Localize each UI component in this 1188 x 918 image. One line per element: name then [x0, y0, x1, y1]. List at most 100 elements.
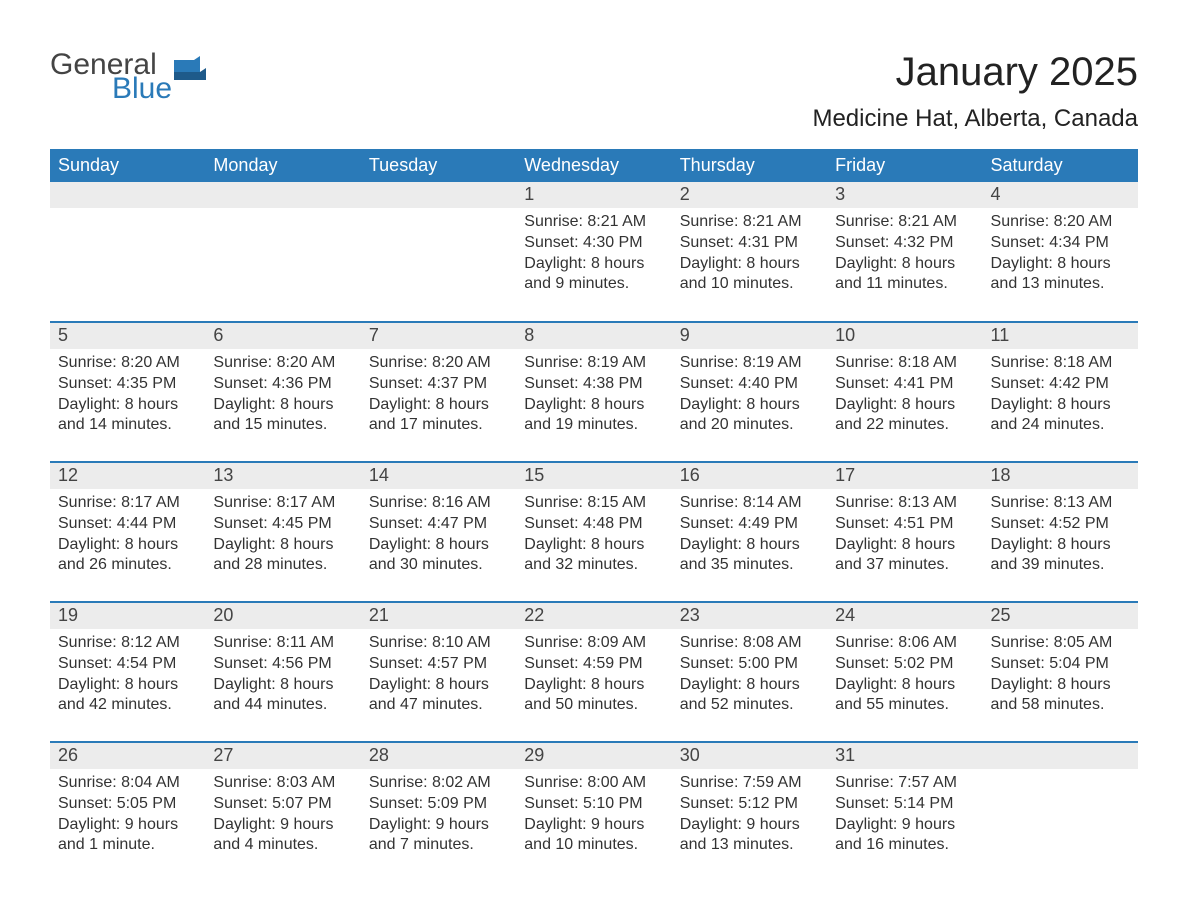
day-number: 21 [361, 603, 516, 629]
day-header: Tuesday [361, 149, 516, 182]
sunset-text: Sunset: 4:36 PM [213, 374, 352, 395]
day-number: 25 [983, 603, 1138, 629]
day-data: Sunrise: 8:02 AMSunset: 5:09 PMDaylight:… [361, 769, 516, 860]
sunset-text: Sunset: 4:34 PM [991, 233, 1130, 254]
daylight-text: Daylight: 9 hours and 16 minutes. [835, 815, 974, 857]
sunrise-text: Sunrise: 8:21 AM [835, 212, 974, 233]
calendar-cell: 31Sunrise: 7:57 AMSunset: 5:14 PMDayligh… [827, 742, 982, 882]
daylight-text: Daylight: 8 hours and 22 minutes. [835, 395, 974, 437]
daylight-text: Daylight: 8 hours and 47 minutes. [369, 675, 508, 717]
day-header: Monday [205, 149, 360, 182]
daylight-text: Daylight: 8 hours and 11 minutes. [835, 254, 974, 296]
sunset-text: Sunset: 4:56 PM [213, 654, 352, 675]
daylight-text: Daylight: 8 hours and 10 minutes. [680, 254, 819, 296]
calendar-cell: 21Sunrise: 8:10 AMSunset: 4:57 PMDayligh… [361, 602, 516, 742]
calendar-cell: 30Sunrise: 7:59 AMSunset: 5:12 PMDayligh… [672, 742, 827, 882]
sunrise-text: Sunrise: 8:17 AM [213, 493, 352, 514]
day-data: Sunrise: 7:57 AMSunset: 5:14 PMDaylight:… [827, 769, 982, 860]
daylight-text: Daylight: 8 hours and 13 minutes. [991, 254, 1130, 296]
daylight-text: Daylight: 8 hours and 19 minutes. [524, 395, 663, 437]
sunrise-text: Sunrise: 8:18 AM [835, 353, 974, 374]
sunrise-text: Sunrise: 8:02 AM [369, 773, 508, 794]
day-number: 28 [361, 743, 516, 769]
day-data: Sunrise: 8:20 AMSunset: 4:34 PMDaylight:… [983, 208, 1138, 299]
sunset-text: Sunset: 4:57 PM [369, 654, 508, 675]
day-number: 20 [205, 603, 360, 629]
calendar-week-row: 26Sunrise: 8:04 AMSunset: 5:05 PMDayligh… [50, 742, 1138, 882]
day-data: Sunrise: 8:11 AMSunset: 4:56 PMDaylight:… [205, 629, 360, 720]
day-number: 18 [983, 463, 1138, 489]
sunrise-text: Sunrise: 8:19 AM [524, 353, 663, 374]
sunrise-text: Sunrise: 8:08 AM [680, 633, 819, 654]
day-number [983, 743, 1138, 769]
day-data: Sunrise: 8:20 AMSunset: 4:36 PMDaylight:… [205, 349, 360, 440]
day-header: Wednesday [516, 149, 671, 182]
sunset-text: Sunset: 4:32 PM [835, 233, 974, 254]
calendar-week-row: 1Sunrise: 8:21 AMSunset: 4:30 PMDaylight… [50, 182, 1138, 322]
daylight-text: Daylight: 8 hours and 42 minutes. [58, 675, 197, 717]
calendar-cell: 28Sunrise: 8:02 AMSunset: 5:09 PMDayligh… [361, 742, 516, 882]
day-data: Sunrise: 8:19 AMSunset: 4:40 PMDaylight:… [672, 349, 827, 440]
day-data: Sunrise: 8:08 AMSunset: 5:00 PMDaylight:… [672, 629, 827, 720]
daylight-text: Daylight: 8 hours and 15 minutes. [213, 395, 352, 437]
day-number: 15 [516, 463, 671, 489]
sunset-text: Sunset: 4:35 PM [58, 374, 197, 395]
day-number: 24 [827, 603, 982, 629]
day-data: Sunrise: 8:13 AMSunset: 4:52 PMDaylight:… [983, 489, 1138, 580]
daylight-text: Daylight: 8 hours and 28 minutes. [213, 535, 352, 577]
sunrise-text: Sunrise: 8:16 AM [369, 493, 508, 514]
calendar-cell: 4Sunrise: 8:20 AMSunset: 4:34 PMDaylight… [983, 182, 1138, 322]
calendar-cell: 15Sunrise: 8:15 AMSunset: 4:48 PMDayligh… [516, 462, 671, 602]
calendar-cell [361, 182, 516, 322]
daylight-text: Daylight: 8 hours and 30 minutes. [369, 535, 508, 577]
calendar-table: SundayMondayTuesdayWednesdayThursdayFrid… [50, 149, 1138, 882]
daylight-text: Daylight: 9 hours and 4 minutes. [213, 815, 352, 857]
sunrise-text: Sunrise: 8:20 AM [369, 353, 508, 374]
day-number: 30 [672, 743, 827, 769]
calendar-cell: 23Sunrise: 8:08 AMSunset: 5:00 PMDayligh… [672, 602, 827, 742]
day-data: Sunrise: 8:21 AMSunset: 4:31 PMDaylight:… [672, 208, 827, 299]
daylight-text: Daylight: 8 hours and 55 minutes. [835, 675, 974, 717]
page-header: General Blue January 2025 Medicine Hat, … [50, 50, 1138, 143]
day-number: 23 [672, 603, 827, 629]
daylight-text: Daylight: 8 hours and 39 minutes. [991, 535, 1130, 577]
sunset-text: Sunset: 5:05 PM [58, 794, 197, 815]
calendar-cell: 19Sunrise: 8:12 AMSunset: 4:54 PMDayligh… [50, 602, 205, 742]
sunrise-text: Sunrise: 8:03 AM [213, 773, 352, 794]
sunset-text: Sunset: 4:30 PM [524, 233, 663, 254]
calendar-cell: 11Sunrise: 8:18 AMSunset: 4:42 PMDayligh… [983, 322, 1138, 462]
day-number: 7 [361, 323, 516, 349]
day-header: Sunday [50, 149, 205, 182]
sunrise-text: Sunrise: 8:21 AM [680, 212, 819, 233]
location-subtitle: Medicine Hat, Alberta, Canada [812, 105, 1138, 133]
sunrise-text: Sunrise: 8:09 AM [524, 633, 663, 654]
day-data: Sunrise: 8:20 AMSunset: 4:35 PMDaylight:… [50, 349, 205, 440]
day-data: Sunrise: 8:21 AMSunset: 4:30 PMDaylight:… [516, 208, 671, 299]
daylight-text: Daylight: 8 hours and 20 minutes. [680, 395, 819, 437]
day-number: 22 [516, 603, 671, 629]
sunset-text: Sunset: 4:37 PM [369, 374, 508, 395]
sunset-text: Sunset: 4:52 PM [991, 514, 1130, 535]
day-data: Sunrise: 8:06 AMSunset: 5:02 PMDaylight:… [827, 629, 982, 720]
sunset-text: Sunset: 5:07 PM [213, 794, 352, 815]
sunrise-text: Sunrise: 8:19 AM [680, 353, 819, 374]
sunset-text: Sunset: 5:10 PM [524, 794, 663, 815]
day-number: 13 [205, 463, 360, 489]
sunset-text: Sunset: 4:45 PM [213, 514, 352, 535]
calendar-cell: 20Sunrise: 8:11 AMSunset: 4:56 PMDayligh… [205, 602, 360, 742]
calendar-cell: 9Sunrise: 8:19 AMSunset: 4:40 PMDaylight… [672, 322, 827, 462]
day-data: Sunrise: 8:10 AMSunset: 4:57 PMDaylight:… [361, 629, 516, 720]
sunrise-text: Sunrise: 8:20 AM [213, 353, 352, 374]
day-header: Thursday [672, 149, 827, 182]
day-data: Sunrise: 8:17 AMSunset: 4:44 PMDaylight:… [50, 489, 205, 580]
calendar-cell: 1Sunrise: 8:21 AMSunset: 4:30 PMDaylight… [516, 182, 671, 322]
daylight-text: Daylight: 8 hours and 50 minutes. [524, 675, 663, 717]
sunset-text: Sunset: 4:42 PM [991, 374, 1130, 395]
day-number: 17 [827, 463, 982, 489]
day-data: Sunrise: 8:14 AMSunset: 4:49 PMDaylight:… [672, 489, 827, 580]
daylight-text: Daylight: 9 hours and 10 minutes. [524, 815, 663, 857]
sunset-text: Sunset: 5:12 PM [680, 794, 819, 815]
day-data: Sunrise: 8:20 AMSunset: 4:37 PMDaylight:… [361, 349, 516, 440]
day-header: Saturday [983, 149, 1138, 182]
sunrise-text: Sunrise: 8:21 AM [524, 212, 663, 233]
